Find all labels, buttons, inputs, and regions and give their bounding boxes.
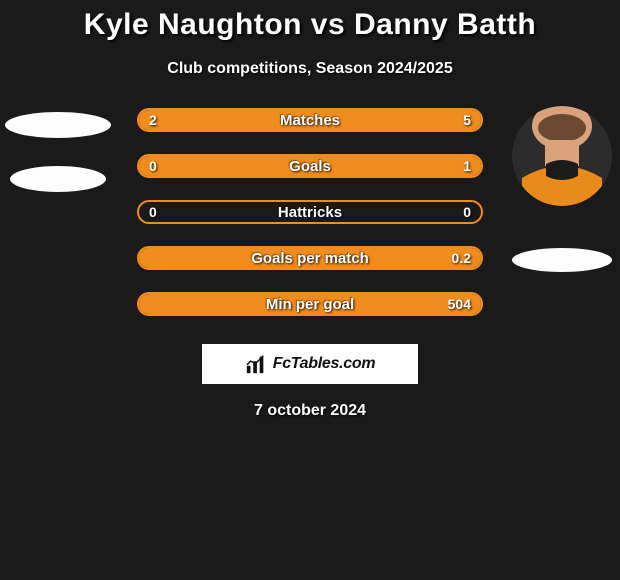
snapshot-date: 7 october 2024 bbox=[0, 402, 620, 420]
stat-bar: Matches25 bbox=[137, 108, 483, 132]
stat-bar-value-right: 0 bbox=[463, 202, 471, 222]
source-logo-text: FcTables.com bbox=[273, 355, 376, 373]
avatar-placeholder-ellipse bbox=[10, 166, 106, 192]
stat-bar-value-left: 0 bbox=[149, 202, 157, 222]
stat-bar: Goals per match0.2 bbox=[137, 246, 483, 270]
comparison-body: Matches25 Goals01 Hattricks0 0 Goals per mat… bbox=[0, 106, 620, 316]
avatar-photo-icon bbox=[512, 106, 612, 206]
player-right-avatar bbox=[512, 106, 612, 206]
stat-bar-fill-right bbox=[139, 156, 481, 176]
stat-bar: Goals01 bbox=[137, 154, 483, 178]
bar-chart-icon bbox=[245, 353, 267, 375]
source-logo: FcTables.com bbox=[202, 344, 418, 384]
stat-bar: Min per goal504 bbox=[137, 292, 483, 316]
stat-bar-fill-right bbox=[237, 110, 481, 130]
stat-bar-fill-right bbox=[139, 294, 481, 314]
stat-bars: Matches25 Goals01 Hattricks0 0 Goals per mat… bbox=[137, 106, 483, 316]
stat-bar-label: Hattricks bbox=[139, 202, 481, 222]
stat-bar-fill-right bbox=[139, 248, 481, 268]
stat-bar: Hattricks0 0 bbox=[137, 200, 483, 224]
comparison-card: Kyle Naughton vs Danny Batth Club compet… bbox=[0, 0, 620, 580]
stat-bar-fill-left bbox=[139, 110, 237, 130]
avatar-placeholder-ellipse bbox=[5, 112, 111, 138]
player-left-column bbox=[0, 106, 118, 192]
avatar-placeholder-ellipse bbox=[512, 248, 612, 272]
page-title: Kyle Naughton vs Danny Batth bbox=[0, 8, 620, 42]
subtitle: Club competitions, Season 2024/2025 bbox=[0, 60, 620, 78]
player-right-column bbox=[502, 106, 620, 272]
